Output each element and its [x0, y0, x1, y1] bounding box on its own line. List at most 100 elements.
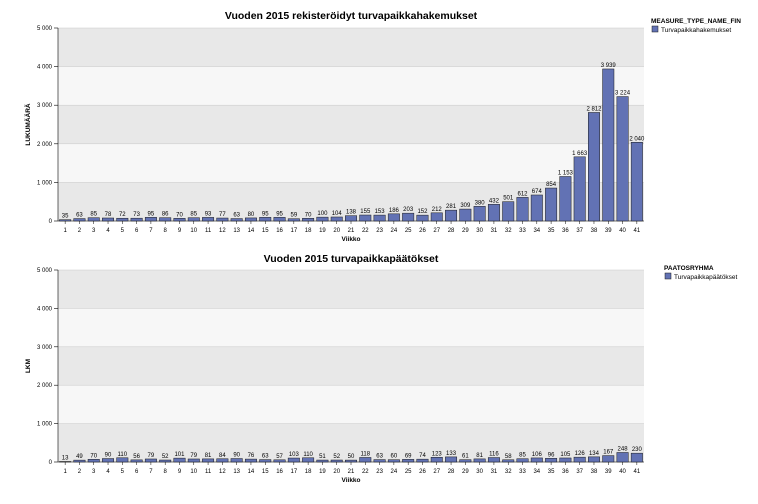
bar: [116, 457, 129, 463]
bar: [216, 458, 229, 463]
bar-value-label: 81: [205, 453, 212, 459]
x-tick-label: 19: [319, 469, 326, 475]
bar: [202, 458, 215, 463]
bar: [316, 459, 329, 463]
x-tick-label: 9: [178, 228, 182, 234]
bar-value-label: 81: [476, 453, 483, 459]
bar-value-label: 13: [62, 456, 69, 462]
x-tick-label: 5: [121, 469, 125, 475]
bar-value-label: 2 812: [586, 106, 602, 112]
x-tick-label: 32: [505, 469, 512, 475]
bar: [516, 458, 529, 463]
bar-value-label: 85: [519, 453, 526, 459]
y-axis-label: LKM: [25, 359, 32, 373]
bar-value-label: 134: [589, 451, 600, 457]
bar-value-label: 138: [346, 210, 357, 216]
x-axis-label: Viikko: [341, 477, 360, 484]
legend-title: MEASURE_TYPE_NAME_FIN: [651, 18, 741, 25]
x-tick-label: 26: [419, 228, 426, 234]
bar: [545, 187, 558, 222]
bar: [373, 214, 386, 222]
bar-value-label: 152: [417, 209, 428, 215]
bar-value-label: 309: [460, 203, 471, 209]
y-tick-label: 1 000: [37, 180, 53, 186]
x-tick-label: 14: [248, 228, 255, 234]
bar-value-label: 110: [118, 452, 128, 458]
x-tick-label: 16: [276, 228, 283, 234]
bar: [387, 213, 400, 222]
bar: [530, 457, 543, 463]
bar: [73, 459, 86, 463]
y-tick-label: 1 000: [37, 422, 53, 428]
x-tick-label: 22: [362, 228, 369, 234]
bar-value-label: 63: [376, 454, 383, 460]
bar: [316, 216, 329, 222]
bar-value-label: 95: [262, 211, 269, 217]
bar: [330, 216, 343, 222]
bar-value-label: 70: [90, 453, 97, 459]
y-tick-label: 4 000: [37, 65, 53, 71]
bar-value-label: 186: [389, 208, 400, 214]
bar-value-label: 1 663: [572, 151, 588, 157]
bar: [402, 212, 415, 222]
x-tick-label: 29: [462, 228, 469, 234]
bar: [487, 457, 500, 463]
bar: [287, 457, 300, 463]
x-tick-label: 41: [634, 228, 641, 234]
bar-value-label: 85: [90, 212, 97, 218]
legend-swatch: [651, 25, 659, 33]
bar-value-label: 3 224: [615, 91, 631, 97]
x-tick-label: 28: [448, 469, 455, 475]
bar-value-label: 90: [233, 453, 240, 459]
bar: [473, 206, 486, 222]
x-tick-label: 10: [190, 469, 197, 475]
bar: [187, 217, 200, 222]
bar-value-label: 78: [105, 212, 112, 218]
bar: [459, 459, 472, 463]
bar: [359, 457, 372, 463]
x-tick-label: 34: [533, 228, 540, 234]
bar: [244, 458, 257, 463]
bar: [602, 455, 615, 463]
x-tick-label: 41: [634, 469, 641, 475]
bar: [459, 208, 472, 222]
chart-applications: Vuoden 2015 rekisteröidyt turvapaikkahak…: [24, 10, 741, 243]
x-tick-label: 17: [290, 469, 297, 475]
bar: [502, 201, 515, 222]
bar-value-label: 118: [361, 451, 371, 457]
grid-band: [58, 346, 644, 386]
bar-value-label: 100: [317, 211, 328, 217]
grid-band: [58, 270, 644, 309]
bar-value-label: 281: [446, 204, 457, 210]
x-tick-label: 37: [576, 469, 583, 475]
x-tick-label: 30: [476, 469, 483, 475]
bar: [202, 217, 215, 222]
x-tick-label: 25: [405, 469, 412, 475]
legend-item: Turvapaikkahakemukset: [661, 27, 731, 34]
bar: [116, 217, 129, 222]
bar: [530, 194, 543, 222]
bar-value-label: 126: [575, 451, 586, 457]
bar: [345, 215, 357, 222]
x-tick-label: 1: [63, 469, 67, 475]
bar-value-label: 79: [148, 453, 155, 459]
y-tick-label: 5 000: [37, 26, 53, 32]
bar: [273, 217, 286, 222]
x-tick-label: 27: [433, 228, 440, 234]
bar: [216, 217, 229, 222]
bar-value-label: 2 040: [629, 136, 645, 142]
bar-value-label: 95: [148, 211, 155, 217]
bar: [102, 458, 114, 463]
bar: [244, 217, 257, 222]
bar: [102, 217, 114, 222]
x-tick-label: 7: [149, 469, 153, 475]
bar-value-label: 70: [305, 212, 312, 218]
bar-value-label: 203: [403, 207, 414, 213]
bar-value-label: 248: [618, 446, 629, 452]
bar-value-label: 230: [632, 447, 643, 453]
x-tick-label: 31: [491, 469, 498, 475]
bar: [302, 218, 315, 222]
bar-value-label: 58: [505, 454, 512, 460]
bar: [588, 456, 600, 463]
bar: [302, 457, 315, 463]
